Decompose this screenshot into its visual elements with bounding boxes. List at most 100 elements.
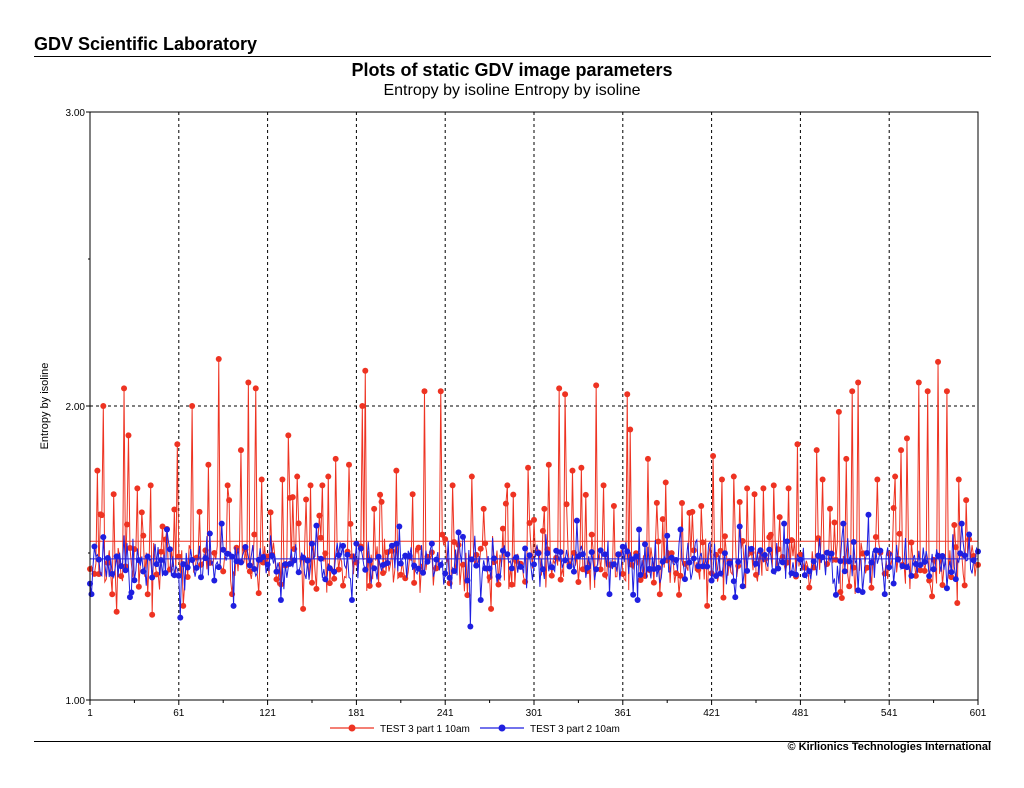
data-point — [95, 570, 102, 577]
data-point — [849, 388, 856, 395]
data-point — [166, 546, 173, 553]
data-point — [846, 583, 853, 590]
data-point — [695, 563, 702, 570]
chart-title: Plots of static GDV image parameters — [351, 60, 673, 80]
data-point — [510, 491, 517, 498]
x-tick-label: 61 — [173, 708, 185, 719]
data-point — [655, 538, 662, 545]
data-point — [628, 556, 635, 563]
data-point — [634, 597, 641, 604]
data-point — [952, 544, 959, 551]
data-point — [868, 584, 875, 591]
data-point — [255, 590, 262, 597]
data-point — [679, 500, 685, 507]
data-point — [437, 388, 444, 395]
data-point — [499, 547, 506, 554]
data-point — [477, 597, 484, 604]
data-point — [668, 550, 675, 557]
data-point — [677, 572, 684, 579]
x-tick-label: 541 — [881, 708, 898, 719]
data-point — [384, 559, 391, 566]
series-layer — [87, 355, 981, 630]
data-point — [171, 506, 178, 513]
data-point — [556, 385, 563, 392]
data-point — [531, 561, 537, 568]
data-point — [269, 552, 276, 559]
data-point — [653, 499, 660, 506]
data-point — [627, 426, 634, 433]
data-point — [371, 565, 378, 572]
x-tick-label: 361 — [614, 708, 631, 719]
data-point — [926, 577, 933, 584]
data-point — [831, 519, 838, 526]
data-point — [588, 531, 595, 538]
data-point — [295, 520, 302, 527]
data-point — [95, 556, 102, 563]
data-point — [726, 560, 733, 567]
data-point — [153, 561, 160, 568]
data-point — [140, 532, 147, 539]
data-point — [402, 575, 409, 582]
data-point — [903, 435, 910, 442]
data-point — [744, 567, 751, 574]
data-point — [264, 561, 271, 568]
data-point — [300, 554, 307, 561]
legend-item-1: TEST 3 part 1 10am — [330, 724, 470, 735]
data-point — [451, 538, 458, 545]
data-point — [646, 565, 653, 572]
data-point — [541, 505, 548, 512]
data-point — [482, 540, 489, 547]
data-point — [437, 561, 444, 568]
data-point — [917, 562, 924, 569]
data-point — [138, 509, 145, 516]
data-point — [113, 608, 120, 615]
data-point — [517, 563, 524, 570]
x-tick-label: 481 — [792, 708, 809, 719]
data-point — [602, 571, 609, 578]
data-point — [134, 485, 141, 492]
data-point — [770, 482, 777, 489]
data-point — [220, 568, 227, 575]
data-point — [180, 602, 187, 609]
data-point — [189, 403, 196, 409]
data-point — [433, 556, 440, 563]
data-point — [898, 447, 905, 454]
data-point — [322, 576, 329, 583]
data-point — [593, 566, 600, 573]
data-point — [224, 482, 231, 489]
data-point — [220, 546, 227, 553]
legend-marker — [348, 724, 356, 732]
x-tick-label: 241 — [437, 708, 454, 719]
data-point — [409, 491, 416, 498]
data-point — [104, 554, 111, 561]
data-point — [761, 552, 768, 558]
data-point — [504, 551, 511, 558]
data-point — [526, 519, 533, 526]
data-point — [681, 576, 688, 583]
data-point — [827, 505, 833, 512]
data-point — [508, 581, 515, 588]
data-point — [473, 562, 480, 569]
data-point — [545, 461, 552, 468]
data-point — [226, 497, 233, 504]
data-point — [698, 502, 705, 509]
data-point — [757, 547, 764, 554]
data-point — [843, 455, 850, 462]
data-point — [313, 522, 320, 529]
data-point — [347, 520, 354, 527]
data-point — [838, 595, 845, 602]
data-point — [242, 544, 249, 551]
data-point — [835, 408, 842, 415]
data-point — [331, 575, 338, 582]
data-point — [237, 447, 244, 454]
data-point — [251, 531, 258, 538]
data-point — [677, 526, 684, 533]
legend-label: TEST 3 part 1 10am — [380, 724, 470, 735]
data-point — [473, 551, 480, 558]
grid-lines — [90, 112, 978, 700]
data-point — [317, 555, 324, 562]
data-point — [659, 516, 666, 523]
data-point — [526, 552, 533, 559]
data-point — [797, 556, 804, 563]
data-point — [859, 588, 866, 595]
